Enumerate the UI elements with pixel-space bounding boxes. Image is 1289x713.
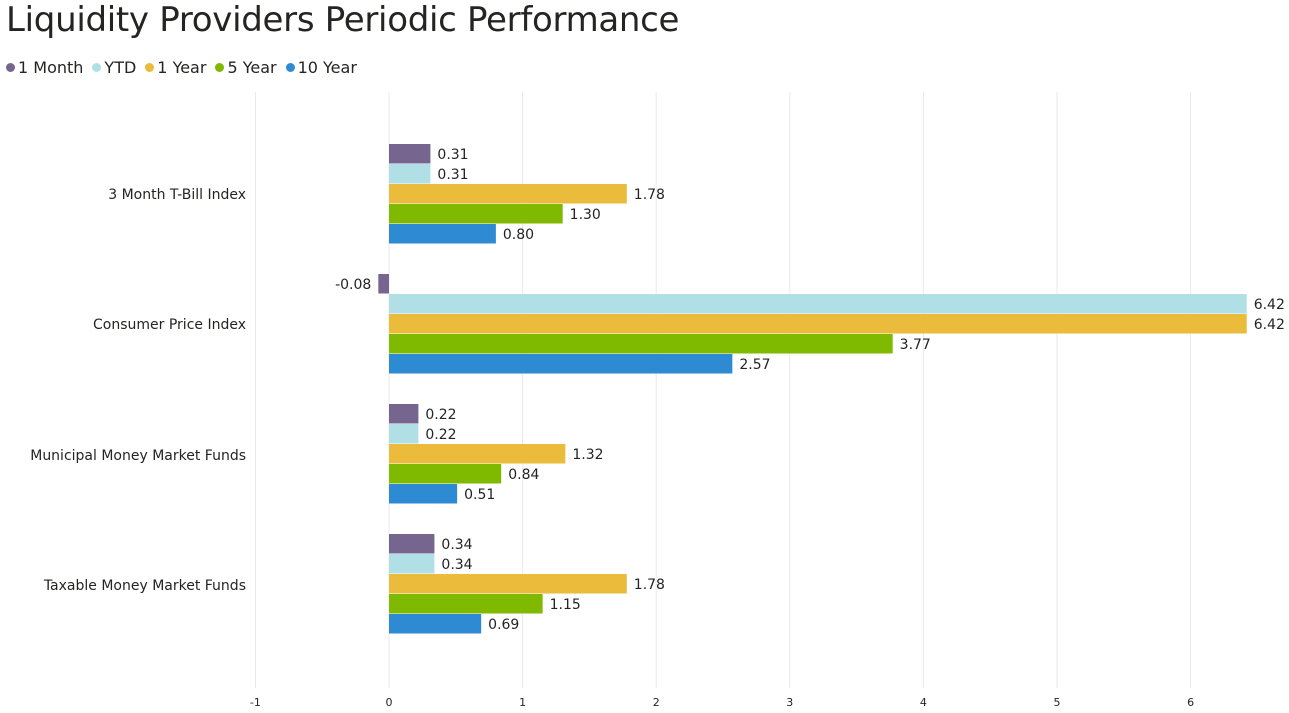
legend-item-10-year[interactable]: 10 Year [285, 57, 357, 77]
legend-label: YTD [104, 57, 137, 77]
bar-consumer-price-index-10-year[interactable] [389, 354, 733, 374]
data-label: 1.78 [634, 187, 665, 203]
x-tick-label: 1 [519, 696, 526, 709]
data-label: 0.22 [425, 407, 456, 423]
data-label: 1.30 [570, 207, 601, 223]
bar-municipal-money-market-funds-5-year[interactable] [389, 464, 502, 484]
data-label: 0.22 [425, 427, 456, 443]
data-label: 1.32 [572, 447, 603, 463]
bar-municipal-money-market-funds-ytd[interactable] [389, 424, 419, 444]
x-tick-label: 4 [920, 696, 927, 709]
category-label-taxable-money-market-funds: Taxable Money Market Funds [43, 578, 246, 594]
data-label: 0.34 [441, 557, 472, 573]
category-label-municipal-money-market-funds: Municipal Money Market Funds [30, 448, 246, 464]
bar-3-month-t-bill-index-ytd[interactable] [389, 164, 431, 184]
data-label: 1.78 [634, 577, 665, 593]
category-label-3-month-t-bill-index: 3 Month T-Bill Index [108, 187, 246, 203]
legend-dot-icon [145, 62, 155, 72]
data-label: 0.51 [464, 487, 495, 503]
bar-3-month-t-bill-index-1-month[interactable] [389, 144, 431, 164]
x-tick-label: -1 [250, 696, 261, 709]
legend-item-5-year[interactable]: 5 Year [215, 57, 277, 77]
bar-taxable-money-market-funds-5-year[interactable] [389, 594, 543, 614]
data-label: 1.15 [550, 597, 581, 613]
bar-taxable-money-market-funds-ytd[interactable] [389, 554, 435, 574]
data-label: -0.08 [335, 277, 371, 293]
data-label: 2.57 [739, 357, 770, 373]
legend-dot-icon [92, 62, 102, 72]
bar-consumer-price-index-1-year[interactable] [389, 314, 1247, 334]
data-label: 3.77 [900, 337, 931, 353]
legend-label: 1 Month [18, 57, 84, 77]
bar-consumer-price-index-1-month[interactable] [378, 274, 389, 294]
x-tick-label: 0 [386, 696, 393, 709]
data-label: 0.84 [508, 467, 539, 483]
legend-dot-icon [215, 62, 225, 72]
legend-label: 1 Year [157, 57, 207, 77]
x-tick-label: 3 [786, 696, 793, 709]
data-label: 0.80 [503, 227, 534, 243]
bar-taxable-money-market-funds-10-year[interactable] [389, 614, 482, 634]
bar-3-month-t-bill-index-1-year[interactable] [389, 184, 627, 204]
x-tick-label: 6 [1187, 696, 1194, 709]
bar-3-month-t-bill-index-5-year[interactable] [389, 204, 563, 224]
bar-3-month-t-bill-index-10-year[interactable] [389, 224, 496, 244]
legend-dot-icon [6, 62, 15, 72]
bar-municipal-money-market-funds-1-year[interactable] [389, 444, 566, 464]
legend-item-1-month[interactable]: 1 Month [6, 58, 83, 77]
bar-consumer-price-index-5-year[interactable] [389, 334, 893, 354]
data-label: 0.31 [437, 147, 468, 163]
chart-title: Liquidity Providers Periodic Performance [6, 0, 680, 40]
legend-label: 5 Year [227, 57, 277, 77]
bar-municipal-money-market-funds-1-month[interactable] [389, 404, 419, 424]
data-label: 6.42 [1254, 297, 1285, 313]
bar-municipal-money-market-funds-10-year[interactable] [389, 484, 458, 504]
bar-consumer-price-index-ytd[interactable] [389, 294, 1247, 314]
legend-item-1-year[interactable]: 1 Year [145, 58, 206, 77]
data-label: 0.69 [488, 617, 519, 633]
bar-taxable-money-market-funds-1-year[interactable] [389, 574, 627, 594]
legend-label: 10 Year [297, 57, 357, 77]
legend-dot-icon [285, 62, 295, 72]
legend: 1 Month YTD 1 Year 5 Year 10 Year [6, 56, 366, 78]
legend-item-ytd[interactable]: YTD [92, 58, 136, 77]
x-tick-label: 2 [653, 696, 660, 709]
data-label: 0.34 [441, 537, 472, 553]
bar-taxable-money-market-funds-1-month[interactable] [389, 534, 435, 554]
data-label: 6.42 [1254, 317, 1285, 333]
category-label-consumer-price-index: Consumer Price Index [93, 317, 246, 333]
x-tick-label: 5 [1054, 696, 1061, 709]
data-label: 0.31 [437, 167, 468, 183]
